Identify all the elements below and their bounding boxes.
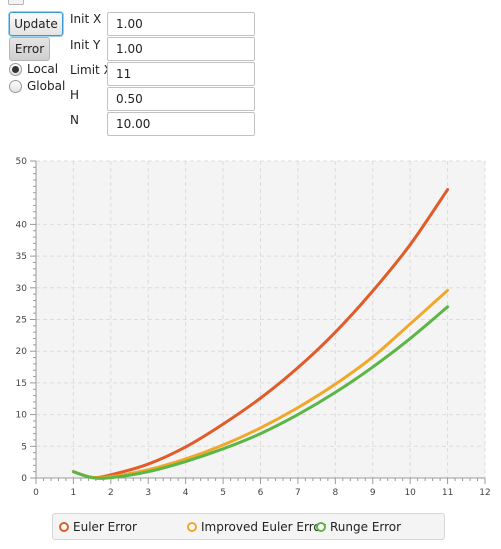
- radio-global-indicator[interactable]: [9, 79, 22, 93]
- legend-label: Runge Error: [330, 519, 402, 534]
- h-input[interactable]: [107, 87, 255, 111]
- y-tick-label: 50: [16, 157, 28, 167]
- y-tick-label: 40: [16, 220, 28, 230]
- x-tick-label: 3: [145, 488, 151, 498]
- legend-item-improved-euler-error: Improved Euler Error: [187, 514, 326, 539]
- error-button[interactable]: Error: [9, 37, 50, 61]
- x-tick-label: 9: [370, 488, 376, 498]
- x-tick-label: 5: [220, 488, 226, 498]
- init-x-input[interactable]: [107, 12, 255, 36]
- legend-marker-icon: [316, 521, 326, 532]
- x-tick-label: 8: [332, 488, 338, 498]
- x-tick-label: 4: [183, 488, 189, 498]
- n-label: N: [70, 113, 79, 127]
- window-edge-stub: [8, 0, 24, 5]
- init-x-label: Init X: [70, 12, 102, 26]
- limit-x-input[interactable]: [107, 62, 255, 86]
- y-tick-label: 5: [21, 442, 27, 452]
- y-tick-label: 25: [16, 316, 27, 326]
- radio-global[interactable]: Global: [9, 79, 65, 93]
- y-tick-label: 35: [16, 252, 27, 262]
- y-tick-label: 10: [16, 411, 28, 421]
- x-tick-label: 2: [108, 488, 114, 498]
- series-line-euler-error: [71, 188, 450, 480]
- legend-label: Euler Error: [73, 519, 137, 534]
- chart-legend: Euler Error Improved Euler Error Runge Err…: [52, 513, 445, 540]
- legend-marker-icon: [59, 521, 69, 532]
- x-tick-label: 12: [479, 488, 490, 498]
- legend-label: Improved Euler Error: [201, 519, 326, 534]
- radio-selected-dot: [12, 65, 19, 73]
- limit-x-label: Limit X: [70, 63, 112, 77]
- y-tick-label: 15: [16, 379, 27, 389]
- legend-item-runge-error: Runge Error: [316, 514, 401, 539]
- series-line-runge-error: [71, 305, 450, 480]
- x-tick-label: 6: [258, 488, 264, 498]
- update-button[interactable]: Update: [9, 12, 63, 36]
- n-input[interactable]: [107, 112, 255, 136]
- radio-global-label: Global: [27, 79, 66, 93]
- x-tick-label: 0: [33, 488, 39, 498]
- radio-local-indicator[interactable]: [9, 62, 22, 76]
- y-tick-label: 20: [16, 347, 28, 357]
- x-tick-label: 1: [71, 488, 77, 498]
- legend-item-euler-error: Euler Error: [59, 514, 137, 539]
- h-label: H: [70, 88, 80, 102]
- y-tick-label: 0: [21, 474, 27, 484]
- y-tick-label: 30: [16, 284, 28, 294]
- init-y-input[interactable]: [107, 37, 255, 61]
- radio-local[interactable]: Local: [9, 62, 58, 76]
- legend-marker-icon: [187, 521, 197, 532]
- x-tick-label: 11: [442, 488, 453, 498]
- x-tick-label: 7: [295, 488, 301, 498]
- x-tick-label: 10: [404, 488, 416, 498]
- radio-local-label: Local: [27, 62, 59, 76]
- init-y-label: Init Y: [70, 38, 101, 52]
